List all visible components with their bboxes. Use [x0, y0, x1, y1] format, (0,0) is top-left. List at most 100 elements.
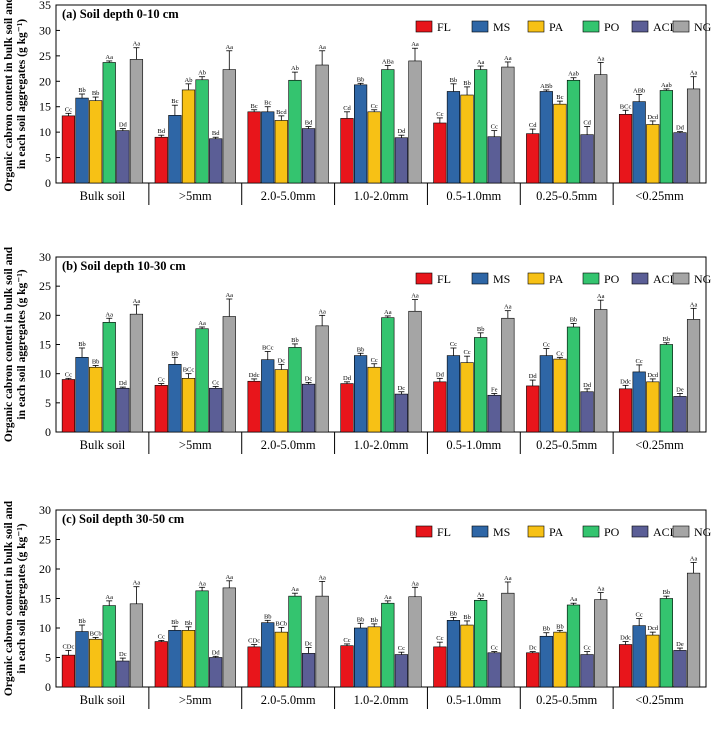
significance-label: Bc	[264, 100, 271, 107]
x-tick-label: 0.25-0.5mm	[536, 189, 597, 203]
bar-pa	[553, 358, 567, 433]
bar-fl	[340, 645, 354, 688]
legend-label-po: PO	[604, 20, 620, 34]
bar-fl	[340, 383, 354, 433]
bar-acl	[394, 654, 409, 688]
significance-label: Bd	[212, 130, 220, 137]
legend-swatch-ng	[672, 20, 690, 33]
legend-swatch-pa	[527, 525, 545, 538]
legend-swatch-fl	[415, 525, 433, 538]
bar-ng	[686, 572, 701, 688]
bar-po	[474, 599, 488, 688]
panel-c: 0 5 10 15 20 25 30 Organic cabron content in bu…	[3, 500, 711, 709]
significance-label: De	[676, 387, 684, 394]
bar-ng	[594, 309, 608, 433]
significance-label: Aa	[597, 55, 605, 62]
x-tick-label: 0.25-0.5mm	[536, 693, 597, 707]
significance-label: Dd	[583, 382, 592, 389]
significance-label: Cc	[543, 342, 550, 349]
significance-label: Dcd	[647, 372, 659, 379]
y-tick-label: 30	[39, 23, 51, 37]
bar-acl	[487, 394, 501, 433]
legend-label-fl: FL	[437, 20, 451, 34]
y-tick-label: 15	[39, 592, 51, 606]
y-tick-label: 35	[39, 0, 51, 12]
significance-label: Aa	[105, 54, 113, 61]
bar-acl	[301, 128, 316, 184]
bar-po	[381, 69, 395, 184]
significance-label: Aa	[690, 70, 698, 77]
significance-label: Bb	[171, 619, 179, 626]
significance-label: Dd	[212, 649, 221, 656]
significance-label: Dd	[676, 125, 685, 132]
legend-swatch-pa	[527, 272, 545, 285]
bar-po	[659, 90, 673, 184]
x-tick-label: <0.25mm	[635, 438, 684, 452]
legend-label-acl: ACL	[653, 20, 677, 34]
bar-ng	[315, 64, 329, 184]
bar-po	[102, 322, 116, 433]
bar-pa	[274, 631, 288, 688]
bar-acl	[209, 387, 223, 433]
bar-fl	[154, 385, 168, 433]
significance-label: Ab	[291, 65, 299, 72]
bar-po	[102, 62, 116, 184]
legend-swatch-acl	[631, 272, 649, 285]
y-tick-label: 15	[39, 100, 51, 114]
bar-ms	[75, 357, 89, 433]
bar-acl	[673, 396, 687, 433]
bar-pa	[89, 366, 103, 433]
y-tick-label: 0	[45, 176, 51, 190]
significance-label: Aa	[105, 311, 113, 318]
chart-title: (c) Soil depth 30-50 cm	[62, 512, 185, 526]
bar-fl	[61, 115, 76, 184]
y-axis-label: in each soil aggregates (g kg⁻¹)	[16, 19, 28, 169]
bar-acl	[209, 657, 223, 688]
significance-label: Cc	[436, 635, 443, 642]
significance-label: Bb	[663, 336, 671, 343]
significance-label: Bb	[463, 614, 471, 621]
significance-label: Aa	[133, 41, 141, 48]
significance-label: Bb	[357, 616, 365, 623]
significance-label: Cc	[371, 103, 378, 110]
significance-label: Cc	[371, 357, 378, 364]
significance-label: Aa	[504, 304, 512, 311]
significance-label: CDc	[62, 643, 74, 650]
bar-ms	[632, 625, 646, 688]
y-tick-label: 20	[39, 562, 51, 576]
legend-label-pa: PA	[549, 525, 564, 539]
bar-ms	[539, 635, 553, 688]
bar-acl	[673, 650, 687, 688]
bar-acl	[487, 136, 501, 184]
legend-label-fl: FL	[437, 272, 451, 286]
significance-label: Cc	[436, 111, 443, 118]
significance-label: Aa	[411, 580, 419, 587]
y-axis-label: in each soil aggregates (g kg⁻¹)	[16, 523, 28, 673]
bar-po	[288, 347, 302, 433]
y-tick-label: 25	[39, 49, 51, 63]
bar-ms	[261, 111, 275, 184]
significance-label: Bb	[477, 326, 485, 333]
significance-label: Bd	[157, 128, 165, 135]
bar-acl	[116, 387, 130, 433]
significance-label: Aa	[291, 586, 299, 593]
y-tick-label: 5	[45, 151, 51, 165]
significance-label: Ddc	[620, 635, 631, 642]
y-tick-label: 10	[39, 367, 51, 381]
significance-label: BCc	[183, 367, 195, 374]
bar-acl	[673, 132, 687, 184]
bar-ms	[446, 355, 461, 433]
significance-label: Dc	[305, 375, 313, 382]
bar-pa	[553, 631, 567, 688]
x-tick-label: >5mm	[179, 438, 212, 452]
significance-label: Aa	[597, 293, 605, 300]
bar-ng	[408, 596, 422, 688]
bar-ms	[539, 355, 553, 433]
significance-label: Dd	[119, 380, 128, 387]
bar-po	[102, 605, 116, 688]
y-axis-label: Organic cabron content in bulk soil and	[3, 246, 15, 442]
bar-fl	[61, 379, 76, 433]
significance-label: Cd	[343, 105, 351, 112]
legend-label-pa: PA	[549, 272, 564, 286]
bar-fl	[618, 644, 633, 688]
